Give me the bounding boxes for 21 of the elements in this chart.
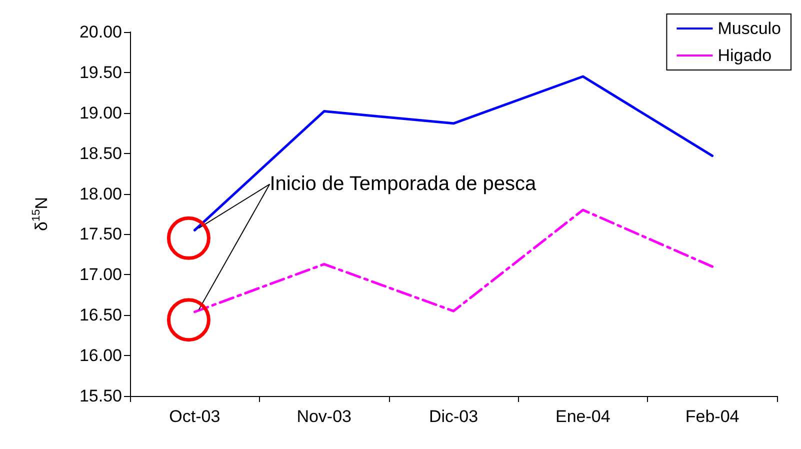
y-tick-label: 19.50 <box>79 62 122 82</box>
legend-label: Higado <box>718 46 772 65</box>
y-tick-label: 17.00 <box>79 265 122 284</box>
line-series <box>193 75 714 232</box>
y-tick-label: 17.50 <box>79 224 122 244</box>
y-axis-title: δ15N <box>30 197 51 231</box>
y-tick-label: 18.00 <box>79 184 122 204</box>
y-tick-label: 19.00 <box>79 103 122 122</box>
x-tick-label: Dic-03 <box>428 407 478 426</box>
y-tick-label: 16.00 <box>79 346 122 366</box>
y-tick-label: 16.50 <box>79 306 122 325</box>
x-tick-label: Feb-04 <box>685 407 740 426</box>
y-tick-label: 20.00 <box>79 22 122 42</box>
line-series <box>193 208 714 314</box>
legend-label: Musculo <box>718 19 782 38</box>
y-tick-label: 18.50 <box>79 144 122 163</box>
x-tick-label: Ene-04 <box>555 407 610 426</box>
annotation: Inicio de Temporada de pesca <box>270 173 538 196</box>
y-tick-label: 15.50 <box>79 386 122 406</box>
x-tick-label: Nov-03 <box>296 407 352 426</box>
x-tick-label: Oct-03 <box>169 407 220 426</box>
